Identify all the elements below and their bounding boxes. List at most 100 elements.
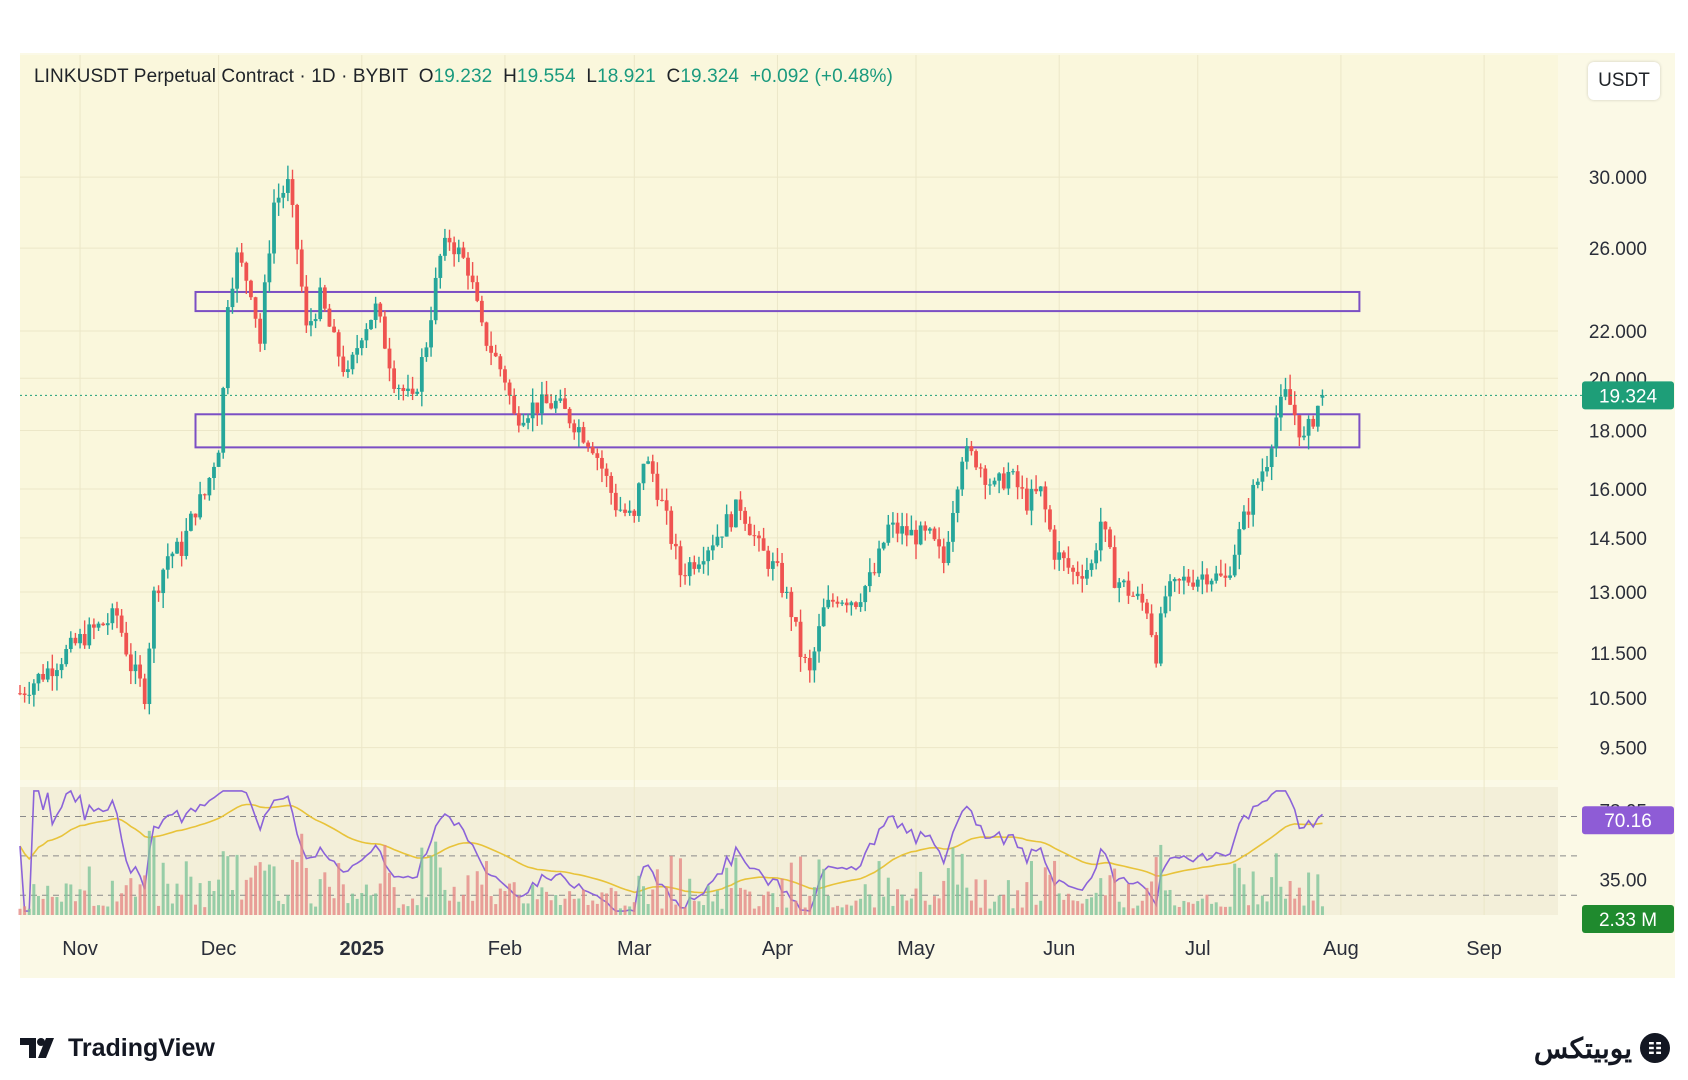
volume-bar — [55, 897, 59, 915]
candle-body — [609, 475, 614, 493]
candle-body — [1163, 596, 1168, 614]
volume-bar — [420, 847, 424, 915]
volume-bar — [882, 896, 886, 915]
volume-bar — [692, 900, 696, 915]
candle-body — [590, 446, 595, 454]
change-value: +0.092 (+0.48%) — [749, 66, 893, 87]
volume-bar — [1177, 906, 1181, 915]
candles-group — [18, 165, 1325, 715]
candle-body — [1274, 417, 1279, 449]
volume-bar — [258, 862, 262, 915]
volume-bar — [286, 895, 290, 915]
volume-bar — [203, 907, 207, 915]
candle-body — [1237, 529, 1242, 555]
candle-body — [955, 489, 960, 513]
currency-unit-button[interactable]: USDT — [1588, 62, 1660, 100]
candle-body — [1306, 418, 1311, 436]
volume-bar — [1265, 901, 1269, 915]
volume-bar — [642, 886, 646, 915]
volume-bar — [863, 884, 867, 915]
candle-body — [493, 352, 498, 357]
volume-bar — [757, 906, 761, 915]
volume-bar — [919, 871, 923, 915]
candle-body — [1085, 569, 1089, 579]
candle-body — [165, 556, 170, 570]
candle-body — [1034, 488, 1038, 492]
volume-bar — [411, 898, 415, 915]
candle-body — [161, 569, 166, 594]
candle-body — [1066, 558, 1071, 568]
price-tick-label: 11.500 — [1590, 644, 1647, 665]
volume-bar — [36, 895, 40, 915]
candle-body — [1302, 435, 1306, 438]
candle-body — [392, 368, 397, 389]
candle-body — [36, 673, 41, 684]
volume-bar — [849, 905, 853, 915]
volume-bar — [817, 859, 821, 915]
volume-bar — [969, 900, 973, 915]
volume-bar — [1288, 880, 1292, 915]
volume-bar — [993, 901, 997, 915]
volume-bar — [1182, 900, 1186, 915]
volume-bar — [1191, 903, 1195, 915]
volume-bar — [799, 856, 803, 915]
x-tick-label: Jun — [1043, 938, 1075, 960]
volume-bar — [1020, 907, 1024, 915]
x-tick-label: Jul — [1185, 938, 1211, 960]
volume-bar — [997, 895, 1001, 915]
candle-body — [156, 590, 161, 594]
volume-bar — [762, 895, 766, 915]
volume-bar — [808, 895, 812, 915]
volume-bar — [106, 906, 110, 915]
volume-bar — [341, 884, 345, 915]
candle-body — [835, 601, 840, 604]
candle-body — [664, 500, 669, 511]
candle-body — [332, 326, 336, 333]
volume-bar — [1016, 890, 1020, 915]
candle-body — [923, 525, 928, 531]
volume-bar — [1048, 874, 1052, 915]
volume-bar — [184, 861, 188, 915]
candle-body — [886, 524, 891, 543]
volume-bar — [295, 862, 299, 915]
candle-body — [1094, 550, 1099, 564]
candle-body — [318, 287, 323, 320]
volume-bar — [932, 896, 936, 915]
volume-bar — [517, 896, 521, 915]
volume-bar — [207, 880, 211, 915]
candle-body — [415, 391, 420, 394]
candle-body — [563, 398, 567, 409]
volume-bar — [175, 883, 179, 915]
volume-bar — [1260, 895, 1264, 915]
volume-bar — [600, 892, 604, 915]
support-resistance-zone — [194, 413, 1361, 449]
volume-bar — [1311, 900, 1315, 915]
volume-bar — [240, 899, 244, 915]
volume-bar — [480, 884, 484, 915]
volume-bar — [124, 885, 128, 915]
low-value: 18.921 — [597, 66, 656, 87]
candle-body — [687, 562, 692, 577]
price-chart[interactable]: 30.00026.00022.00020.00018.00016.00014.5… — [0, 0, 1688, 1000]
volume-bar — [1233, 863, 1237, 915]
candle-body — [1149, 613, 1154, 636]
candle-body — [789, 591, 794, 618]
volume-bar — [97, 905, 101, 915]
candle-body — [281, 192, 286, 198]
candle-body — [632, 510, 637, 516]
volume-bar — [1076, 901, 1080, 915]
volume-bar — [41, 898, 45, 915]
volume-bar — [498, 888, 502, 915]
volume-bar — [896, 889, 900, 915]
volume-bar — [300, 833, 304, 915]
volume-bar — [540, 887, 544, 915]
candle-body — [406, 388, 410, 392]
candle-body — [1080, 576, 1085, 579]
volume-bar — [263, 870, 267, 915]
candle-body — [733, 499, 738, 528]
volume-bar — [401, 904, 405, 915]
volume-bar — [360, 892, 364, 915]
volume-bar — [581, 889, 585, 915]
volume-bar — [572, 898, 576, 915]
volume-bar — [226, 856, 230, 915]
